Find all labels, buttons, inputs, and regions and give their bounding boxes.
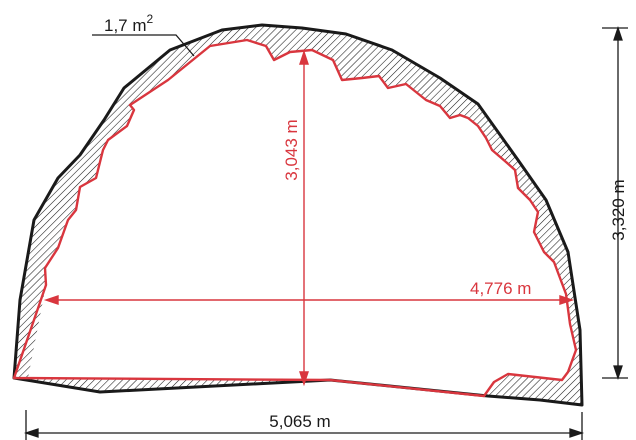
overbreak-area-leader — [92, 34, 195, 57]
overbreak-area-unit-superscript: 2 — [147, 12, 154, 26]
overbreak-area-label: 1,7 m2 — [104, 12, 154, 35]
design-profile-outline — [12, 23, 584, 407]
design-width-label: 5,065 m — [269, 412, 330, 431]
overbreak-hatched-area — [14, 25, 582, 405]
actual-height-dimension — [299, 49, 309, 387]
actual-width-label: 4,776 m — [470, 279, 531, 298]
overbreak-area-value: 1,7 m — [104, 16, 147, 35]
design-height-label: 3,320 m — [609, 179, 628, 240]
actual-height-label: 3,043 m — [282, 119, 301, 180]
actual-width-dimension — [43, 295, 575, 305]
design-height-dimension — [602, 25, 628, 381]
actual-profile-outline — [12, 38, 578, 398]
design-width-dimension — [23, 410, 585, 440]
